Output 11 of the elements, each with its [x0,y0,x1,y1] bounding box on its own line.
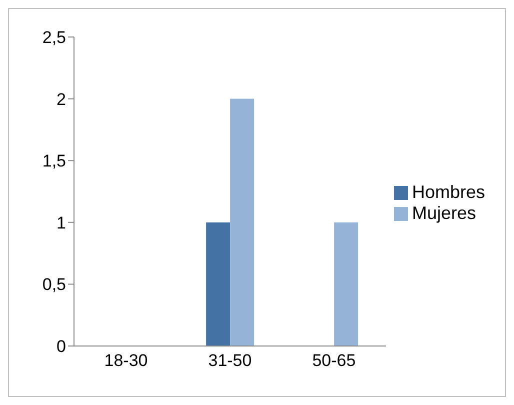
y-tick-label: 1 [56,213,66,232]
y-tick-label: 0,5 [42,275,66,294]
y-tick-label: 1,5 [42,152,66,171]
legend-label: Hombres [412,182,485,202]
y-tick-label: 2,5 [42,28,66,48]
legend-label: Mujeres [412,202,476,222]
x-tick-label: 31-50 [208,351,252,370]
y-tick-label: 2 [56,90,66,109]
y-tick-label: 0 [56,337,66,356]
x-tick-label: 50-65 [312,351,356,370]
x-tick-label: 18-30 [104,351,148,370]
